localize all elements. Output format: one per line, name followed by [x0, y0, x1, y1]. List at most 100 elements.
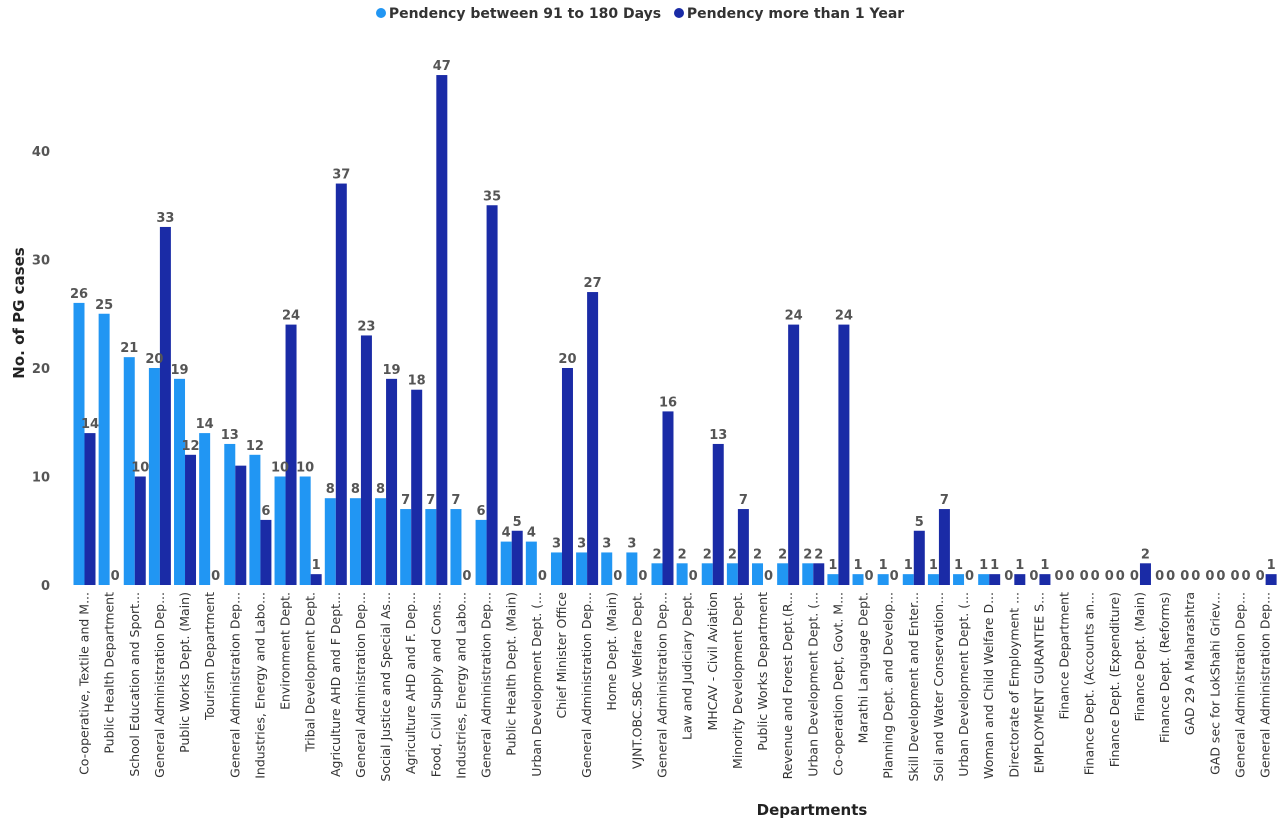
bar-s2[interactable] [185, 454, 197, 585]
bar-s2[interactable] [1265, 574, 1277, 585]
bar-s1[interactable] [500, 541, 512, 585]
data-label-s1: 2 [703, 547, 712, 562]
bar-s2[interactable] [712, 443, 724, 585]
x-tick-label: Environment Dept. [278, 592, 293, 710]
bar-s1[interactable] [802, 563, 814, 585]
bar-s1[interactable] [777, 563, 789, 585]
bar-s1[interactable] [98, 313, 110, 585]
bar-s2[interactable] [411, 389, 423, 585]
bar-s2[interactable] [1139, 563, 1151, 585]
bar-s2[interactable] [1014, 574, 1026, 585]
data-label-s1: 19 [170, 363, 188, 378]
bar-s1[interactable] [249, 454, 261, 585]
bar-s1[interactable] [927, 574, 939, 585]
data-label-s2: 0 [211, 569, 220, 584]
data-label-s1: 1 [979, 558, 988, 573]
bar-s2[interactable] [386, 378, 398, 585]
bar-s2[interactable] [84, 433, 96, 585]
bar-s2[interactable] [913, 530, 925, 585]
x-tick-label: Agriculture AHD and F Dept... [328, 592, 343, 777]
x-tick-label: Home Dept. (Main) [604, 592, 619, 711]
bar-s1[interactable] [550, 552, 562, 585]
bar-s1[interactable] [902, 574, 914, 585]
data-label-s2: 0 [1116, 569, 1125, 584]
y-tick-label: 0 [41, 579, 50, 594]
bar-s1[interactable] [852, 574, 864, 585]
bar-s1[interactable] [224, 443, 236, 585]
bar-s2[interactable] [813, 563, 825, 585]
bar-s1[interactable] [123, 357, 135, 585]
bar-s1[interactable] [978, 574, 990, 585]
bar-s2[interactable] [662, 411, 674, 585]
bar-s2[interactable] [788, 324, 800, 585]
bar-s1[interactable] [475, 519, 487, 585]
x-tick-label: EMPLOYMENT GURANTEE S... [1031, 592, 1046, 773]
bar-s1[interactable] [626, 552, 638, 585]
bar-s2[interactable] [285, 324, 297, 585]
data-label-s1: 0 [1256, 569, 1265, 584]
bar-s1[interactable] [752, 563, 764, 585]
x-tick-label: GAD sec for LokShahi Griev... [1207, 592, 1222, 775]
bar-s1[interactable] [400, 509, 412, 585]
bar-s2[interactable] [335, 183, 347, 586]
data-label-s1: 10 [296, 461, 314, 476]
bar-s1[interactable] [676, 563, 688, 585]
data-label-s2: 33 [156, 211, 174, 226]
x-tick-label: Directorate of Employment ... [1006, 592, 1021, 778]
bar-s1[interactable] [701, 563, 713, 585]
data-label-s1: 1 [929, 558, 938, 573]
bar-s1[interactable] [827, 574, 839, 585]
x-tick-label: General Administration Dep... [579, 592, 594, 778]
bar-s2[interactable] [561, 368, 573, 585]
bar-s1[interactable] [525, 541, 537, 585]
bar-s2[interactable] [989, 574, 1001, 585]
data-label-s2: 37 [332, 168, 350, 183]
bar-s1[interactable] [73, 302, 85, 585]
data-label-s2: 2 [1141, 547, 1150, 562]
bar-s2[interactable] [737, 509, 749, 585]
bar-s1[interactable] [148, 368, 160, 585]
legend-item-s2[interactable]: Pendency more than 1 Year [673, 6, 904, 22]
bar-s1[interactable] [349, 498, 361, 585]
bar-s2[interactable] [310, 574, 322, 585]
bar-s1[interactable] [199, 433, 211, 585]
bars [73, 75, 1277, 586]
bar-s1[interactable] [274, 476, 286, 586]
data-label-s2: 0 [1216, 569, 1225, 584]
data-label-s1: 0 [1180, 569, 1189, 584]
bar-s2[interactable] [587, 292, 599, 585]
x-tick-label: General Administration Dep... [1258, 592, 1273, 778]
bar-s1[interactable] [174, 378, 186, 585]
bar-s2[interactable] [1039, 574, 1051, 585]
data-label-s1: 26 [70, 287, 88, 302]
bar-s2[interactable] [159, 226, 171, 585]
bar-s1[interactable] [425, 509, 437, 585]
bar-s1[interactable] [299, 476, 311, 586]
bar-s2[interactable] [134, 476, 146, 586]
bar-s2[interactable] [938, 509, 950, 585]
bar-s2[interactable] [360, 335, 372, 585]
bar-s1[interactable] [953, 574, 965, 585]
bar-s2[interactable] [486, 205, 498, 585]
bar-s1[interactable] [877, 574, 889, 585]
bar-s2[interactable] [511, 530, 523, 585]
data-label-s1: 2 [753, 547, 762, 562]
bar-s1[interactable] [450, 509, 462, 585]
y-tick-label: 20 [32, 362, 50, 377]
data-label-s1: 10 [271, 461, 289, 476]
bar-s1[interactable] [651, 563, 663, 585]
data-label-s2: 35 [483, 189, 501, 204]
data-label-s2: 0 [965, 569, 974, 584]
bar-s2[interactable] [260, 519, 272, 585]
data-label-s2: 2 [814, 547, 823, 562]
bar-s1[interactable] [726, 563, 738, 585]
bar-s2[interactable] [436, 75, 448, 586]
data-label-s2: 27 [584, 276, 602, 291]
bar-s1[interactable] [576, 552, 588, 585]
bar-s1[interactable] [375, 498, 387, 585]
legend-item-s1[interactable]: Pendency between 91 to 180 Days [375, 6, 661, 22]
bar-s1[interactable] [324, 498, 336, 585]
bar-s1[interactable] [601, 552, 613, 585]
bar-s2[interactable] [838, 324, 850, 585]
bar-s2[interactable] [235, 465, 247, 585]
